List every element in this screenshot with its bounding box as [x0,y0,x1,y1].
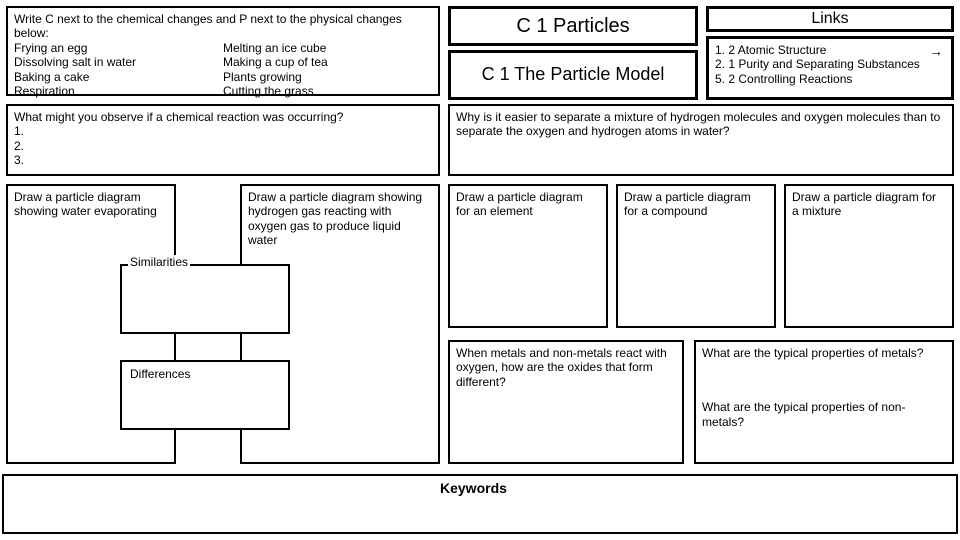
arrow-icon: → [929,43,943,60]
change-item: Frying an egg [14,41,223,55]
observe-question: What might you observe if a chemical rea… [14,110,432,124]
separate-box: Why is it easier to separate a mixture o… [448,104,954,176]
changes-columns: Frying an egg Dissolving salt in water B… [14,41,432,99]
changes-right-col: Melting an ice cube Making a cup of tea … [223,41,432,99]
change-item: Plants growing [223,70,432,84]
links-title: Links [706,6,954,32]
similarities-label: Similarities [128,255,190,269]
observe-num: 1. [14,124,432,138]
element-box: Draw a particle diagram for an element [448,184,608,328]
change-item: Respiration [14,84,223,98]
spacer [702,360,946,400]
observe-num: 2. [14,139,432,153]
keywords-label: Keywords [440,480,507,496]
changes-left-col: Frying an egg Dissolving salt in water B… [14,41,223,99]
change-item: Baking a cake [14,70,223,84]
nonmetals-question: What are the typical properties of non-m… [702,400,946,429]
observe-box: What might you observe if a chemical rea… [6,104,440,176]
changes-box: Write C next to the chemical changes and… [6,6,440,96]
change-item: Melting an ice cube [223,41,432,55]
link-item: 2. 1 Purity and Separating Substances [715,57,945,71]
observe-num: 3. [14,153,432,167]
metals-question: What are the typical properties of metal… [702,346,946,360]
changes-instruction: Write C next to the chemical changes and… [14,12,432,41]
differences-label: Differences [128,367,192,381]
link-item: 1. 2 Atomic Structure [715,43,945,57]
change-item: Making a cup of tea [223,55,432,69]
compound-box: Draw a particle diagram for a compound [616,184,776,328]
oxides-box: When metals and non-metals react with ox… [448,340,684,464]
change-item: Cutting the grass [223,84,432,98]
links-box: → 1. 2 Atomic Structure 2. 1 Purity and … [706,36,954,100]
mixture-box: Draw a particle diagram for a mixture [784,184,954,328]
sub-title: C 1 The Particle Model [448,50,698,100]
change-item: Dissolving salt in water [14,55,223,69]
link-item: 5. 2 Controlling Reactions [715,72,945,86]
similarities-box [120,264,290,334]
properties-box: What are the typical properties of metal… [694,340,954,464]
main-title: C 1 Particles [448,6,698,46]
